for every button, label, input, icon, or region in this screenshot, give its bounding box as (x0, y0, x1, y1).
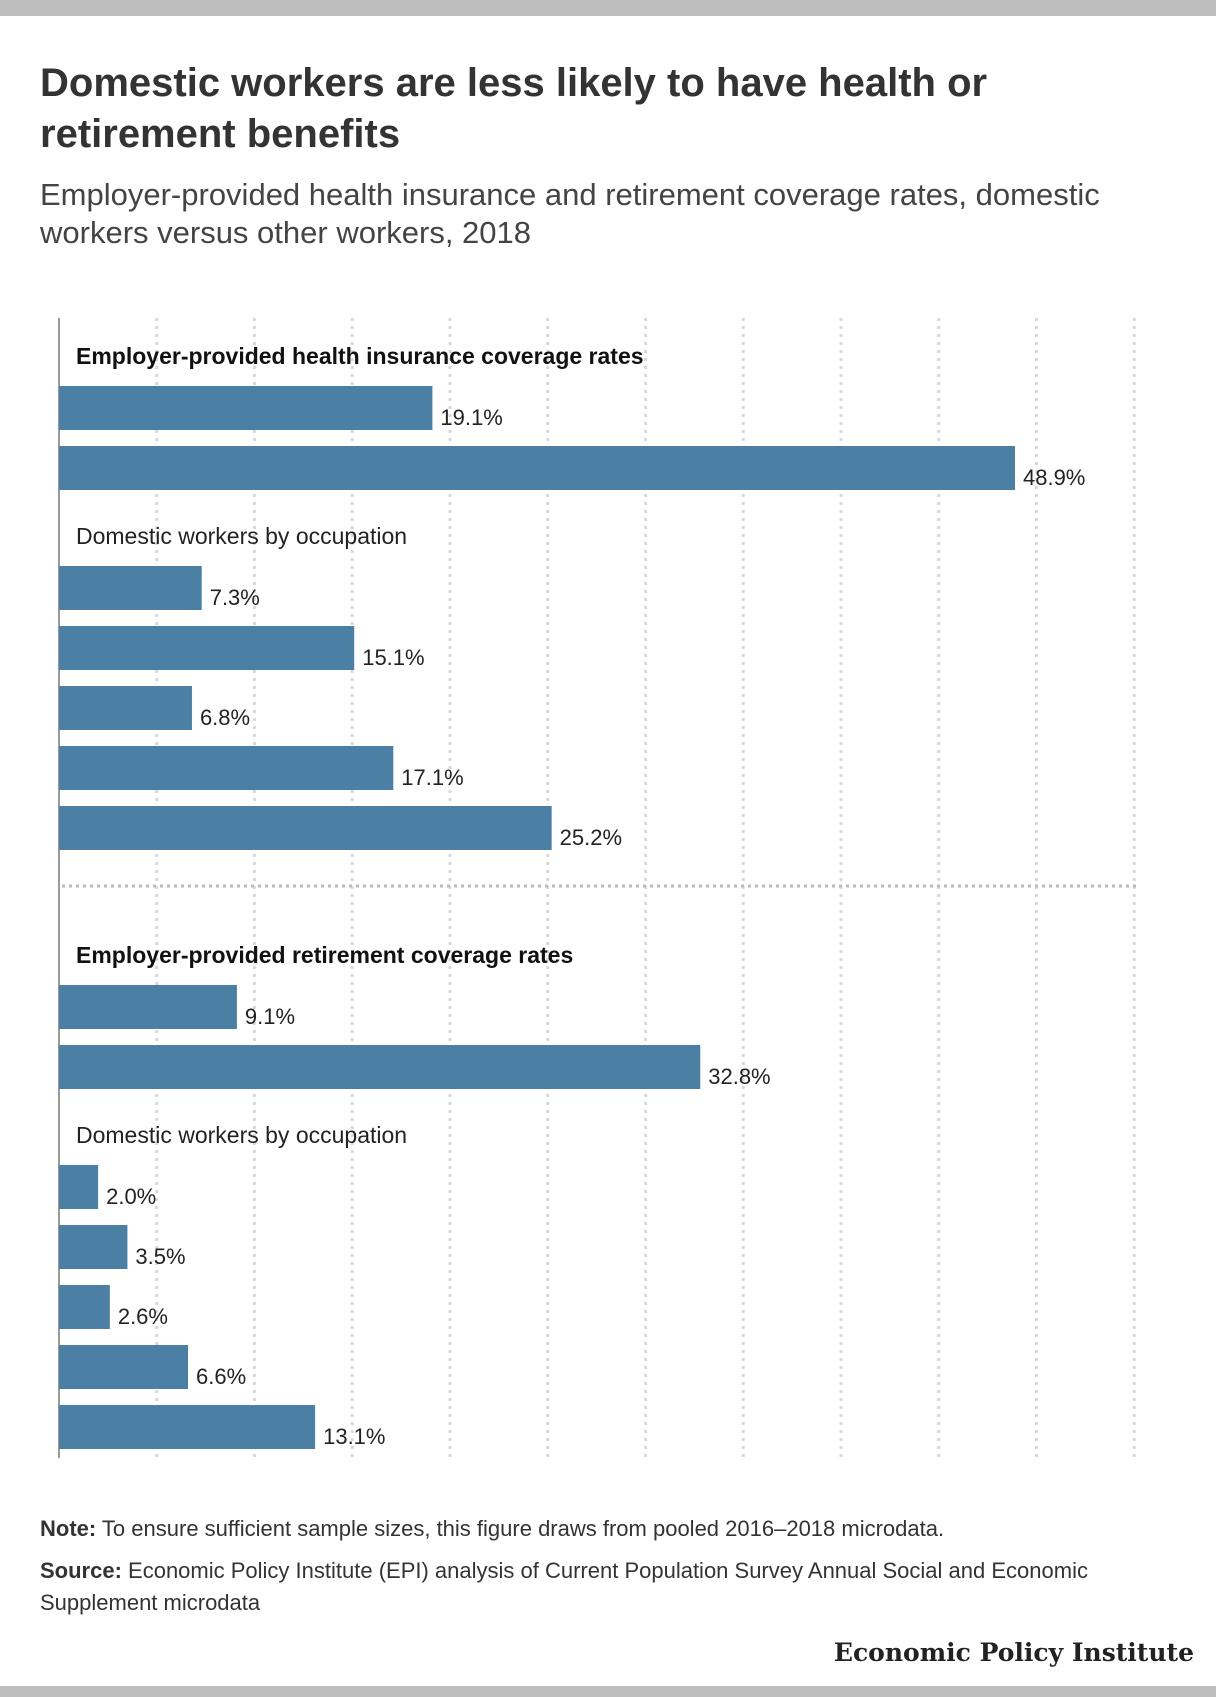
summary-value-label: 9.1% (245, 1004, 295, 1029)
summary-bar (59, 446, 1015, 490)
chart-title: Domestic workers are less likely to have… (40, 61, 988, 156)
group-subheading: Domestic workers by occupation (76, 523, 407, 549)
summary-bar (59, 985, 237, 1029)
occupation-bar (59, 746, 394, 790)
occupation-bar (59, 626, 355, 670)
occupation-bar (59, 1345, 189, 1389)
chart-source: Source: Economic Policy Institute (EPI) … (40, 1555, 1180, 1619)
occupation-bar (59, 1285, 110, 1329)
occupation-value-label: 7.3% (210, 585, 260, 610)
summary-value-label: 48.9% (1023, 465, 1085, 490)
source-text: Economic Policy Institute (EPI) analysis… (40, 1558, 1088, 1615)
bottom-border (0, 1686, 1216, 1697)
summary-value-label: 32.8% (708, 1064, 770, 1089)
occupation-bar (59, 1225, 128, 1269)
occupation-bar (59, 1405, 316, 1449)
top-border (0, 0, 1216, 16)
group-heading: Employer-provided retirement coverage ra… (76, 942, 573, 968)
summary-value-label: 19.1% (440, 405, 502, 430)
chart-note: Note: To ensure sufficient sample sizes,… (40, 1513, 1180, 1545)
group-heading: Employer-provided health insurance cover… (76, 343, 644, 369)
occupation-bar (59, 1165, 99, 1209)
summary-bar (59, 1045, 701, 1089)
brand-logo-text: Economic Policy Institute (833, 1638, 1194, 1667)
occupation-value-label: 2.0% (106, 1184, 156, 1209)
occupation-value-label: 17.1% (401, 765, 463, 790)
occupation-value-label: 2.6% (118, 1304, 168, 1329)
occupation-value-label: 13.1% (323, 1424, 385, 1449)
occupation-bar (59, 806, 552, 850)
bar-chart: Employer-provided health insurance cover… (58, 318, 1138, 1458)
summary-bar (59, 386, 433, 430)
occupation-bar (59, 686, 192, 730)
group-subheading: Domestic workers by occupation (76, 1122, 407, 1148)
occupation-value-label: 6.8% (200, 705, 250, 730)
occupation-value-label: 15.1% (362, 645, 424, 670)
note-lead: Note: (40, 1516, 97, 1541)
chart-subtitle: Employer-provided health insurance and r… (40, 177, 1100, 250)
occupation-value-label: 3.5% (135, 1244, 185, 1269)
occupation-bar (59, 566, 202, 610)
occupation-value-label: 6.6% (196, 1364, 246, 1389)
note-text: To ensure sufficient sample sizes, this … (96, 1516, 945, 1541)
occupation-value-label: 25.2% (560, 825, 622, 850)
source-lead: Source: (40, 1558, 122, 1583)
